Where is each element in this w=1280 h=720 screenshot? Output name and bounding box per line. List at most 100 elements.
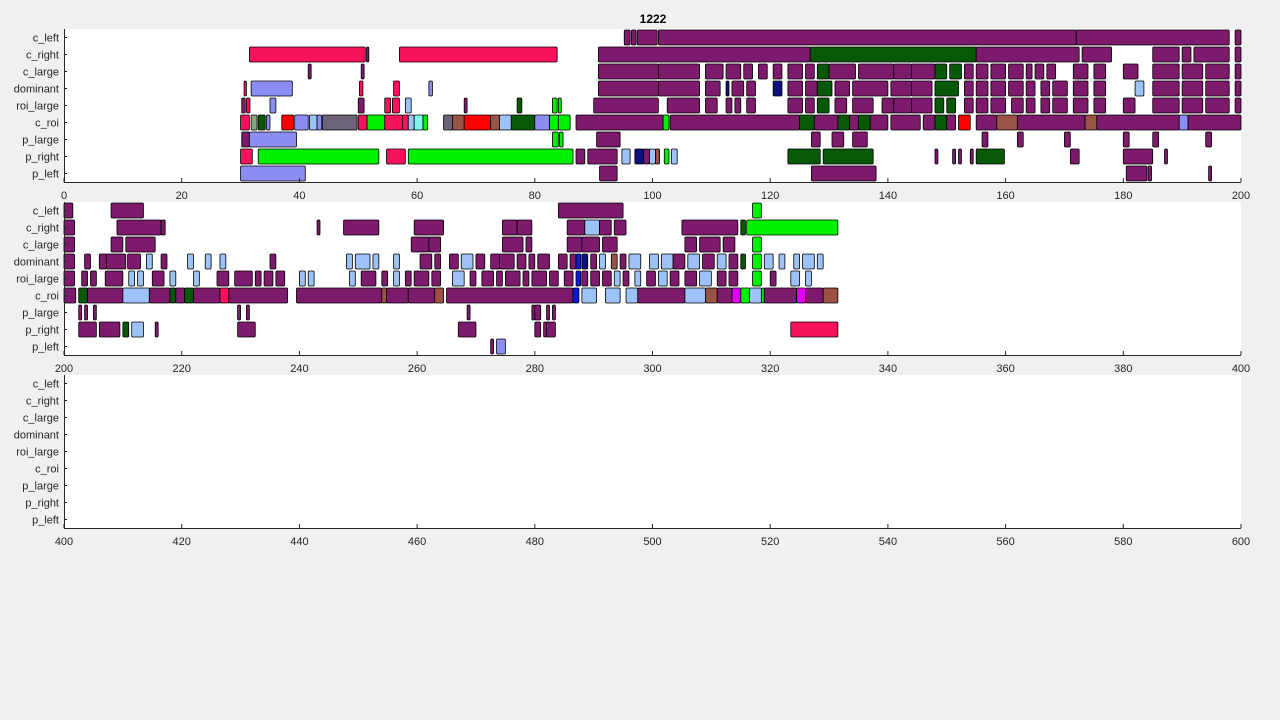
x-tick-label: 380 [1114,363,1132,375]
x-tick-label: 240 [290,363,308,375]
segment-bar [663,148,670,165]
segment-bar [834,97,848,114]
segment-bar [649,253,659,270]
segment-bar [1046,63,1057,80]
segment-bar [1052,80,1068,97]
segment-bar [354,253,371,270]
segment-bar [849,114,859,131]
segment-bar [87,287,124,304]
x-tick-label: 460 [408,536,426,548]
segment-bar [958,114,971,131]
y-tick-label: roi_large [16,101,59,113]
segment-bar [1025,63,1033,80]
segment-bar [78,321,97,338]
y-tick-label: roi_large [16,447,59,459]
segment-bar [705,80,721,97]
segment-bar [110,236,124,253]
segment-bar [269,253,277,270]
timeline-panel-3: c_left c_right c_large dominant roi_large c_r… [14,375,1250,548]
segment-bar [1093,97,1107,114]
segment-bar [78,287,88,304]
segment-bar [581,253,589,270]
segment-bar [623,29,631,46]
y-tick-label: p_left [32,169,59,181]
segment-bar [731,287,742,304]
segment-bar [1040,80,1051,97]
segment-bar [534,304,542,321]
segment-bar [787,148,821,165]
x-tick-label: 40 [293,190,305,202]
segment-bar [257,114,266,131]
segment-bar [1234,63,1242,80]
segment-bar [705,97,718,114]
segment-bar [357,97,365,114]
segment-bar [772,80,783,97]
y-tick-label: p_right [25,325,59,337]
segment-bar [996,114,1018,131]
segment-bar [552,304,556,321]
segment-bar [1072,80,1089,97]
segment-bar [681,219,739,236]
segment-bar [725,80,730,97]
segment-bar [990,80,1007,97]
segment-bar [502,219,518,236]
x-tick-label: 220 [173,363,191,375]
segment-bar [1072,63,1089,80]
segment-bar [581,270,589,287]
segment-bar [1134,80,1145,97]
segment-bar [1064,131,1071,148]
segment-bar [240,148,253,165]
segment-bar [145,253,153,270]
segment-bar [763,253,774,270]
segment-bar [263,270,274,287]
segment-bar [516,253,527,270]
segment-bar [699,236,721,253]
segment-bar [516,219,533,236]
segment-bar [805,287,824,304]
segment-bar [687,253,700,270]
segment-bar [1122,97,1136,114]
segment-bar [590,253,597,270]
segment-bar [490,253,500,270]
segment-bar [705,287,718,304]
y-tick-label: c_roi [35,464,59,476]
segment-bar [386,148,406,165]
segment-bar [1164,148,1168,165]
x-tick-label: 180 [1114,190,1132,202]
segment-bar [922,114,936,131]
segment-bar [490,114,500,131]
segment-bar [413,114,424,131]
x-tick-label: 400 [55,536,73,548]
segment-bar [975,97,989,114]
segment-bar [630,29,637,46]
segment-bar [308,114,318,131]
segment-bar [575,148,586,165]
segment-bar [1181,63,1204,80]
segment-bar [160,219,166,236]
x-tick-label: 60 [411,190,423,202]
segment-bar [655,148,660,165]
segment-bar [670,148,678,165]
segment-bar [219,253,227,270]
segment-bar [596,131,621,148]
segment-bar [1152,46,1180,63]
segment-bar [393,253,400,270]
y-tick-label: c_roi [35,118,59,130]
segment-bar [1152,80,1180,97]
segment-bar [684,236,698,253]
segment-bar [809,46,977,63]
segment-bar [743,63,753,80]
segment-bar [672,253,686,270]
segment-bar [522,270,530,287]
segment-bar [1096,114,1180,131]
segment-bar [1147,165,1152,182]
segment-bar [360,63,365,80]
timeline-panels: c_left c_right c_large dominant roi_large c_r… [14,29,1250,548]
segment-bar [228,287,289,304]
segment-bar [528,253,536,270]
segment-bar [613,219,627,236]
segment-bar [431,270,442,287]
segment-bar [593,97,659,114]
segment-bar [1187,114,1242,131]
segment-bar [1069,148,1080,165]
